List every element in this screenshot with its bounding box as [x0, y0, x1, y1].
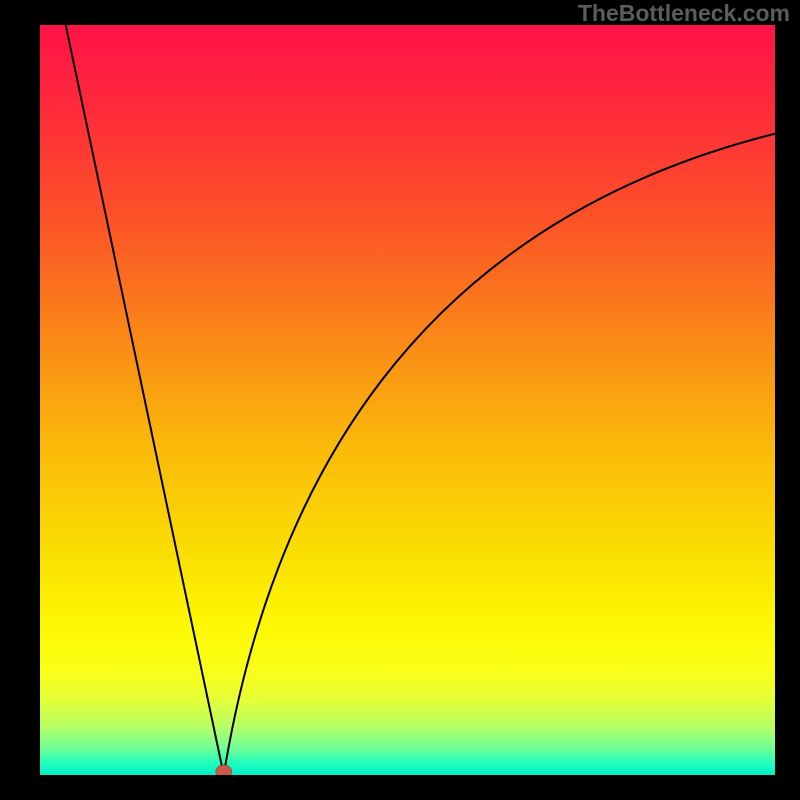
bottleneck-marker — [216, 765, 232, 775]
gradient-background — [40, 25, 775, 775]
watermark-text: TheBottleneck.com — [578, 0, 790, 27]
chart-frame: TheBottleneck.com — [0, 0, 800, 800]
plot-area — [40, 25, 775, 775]
